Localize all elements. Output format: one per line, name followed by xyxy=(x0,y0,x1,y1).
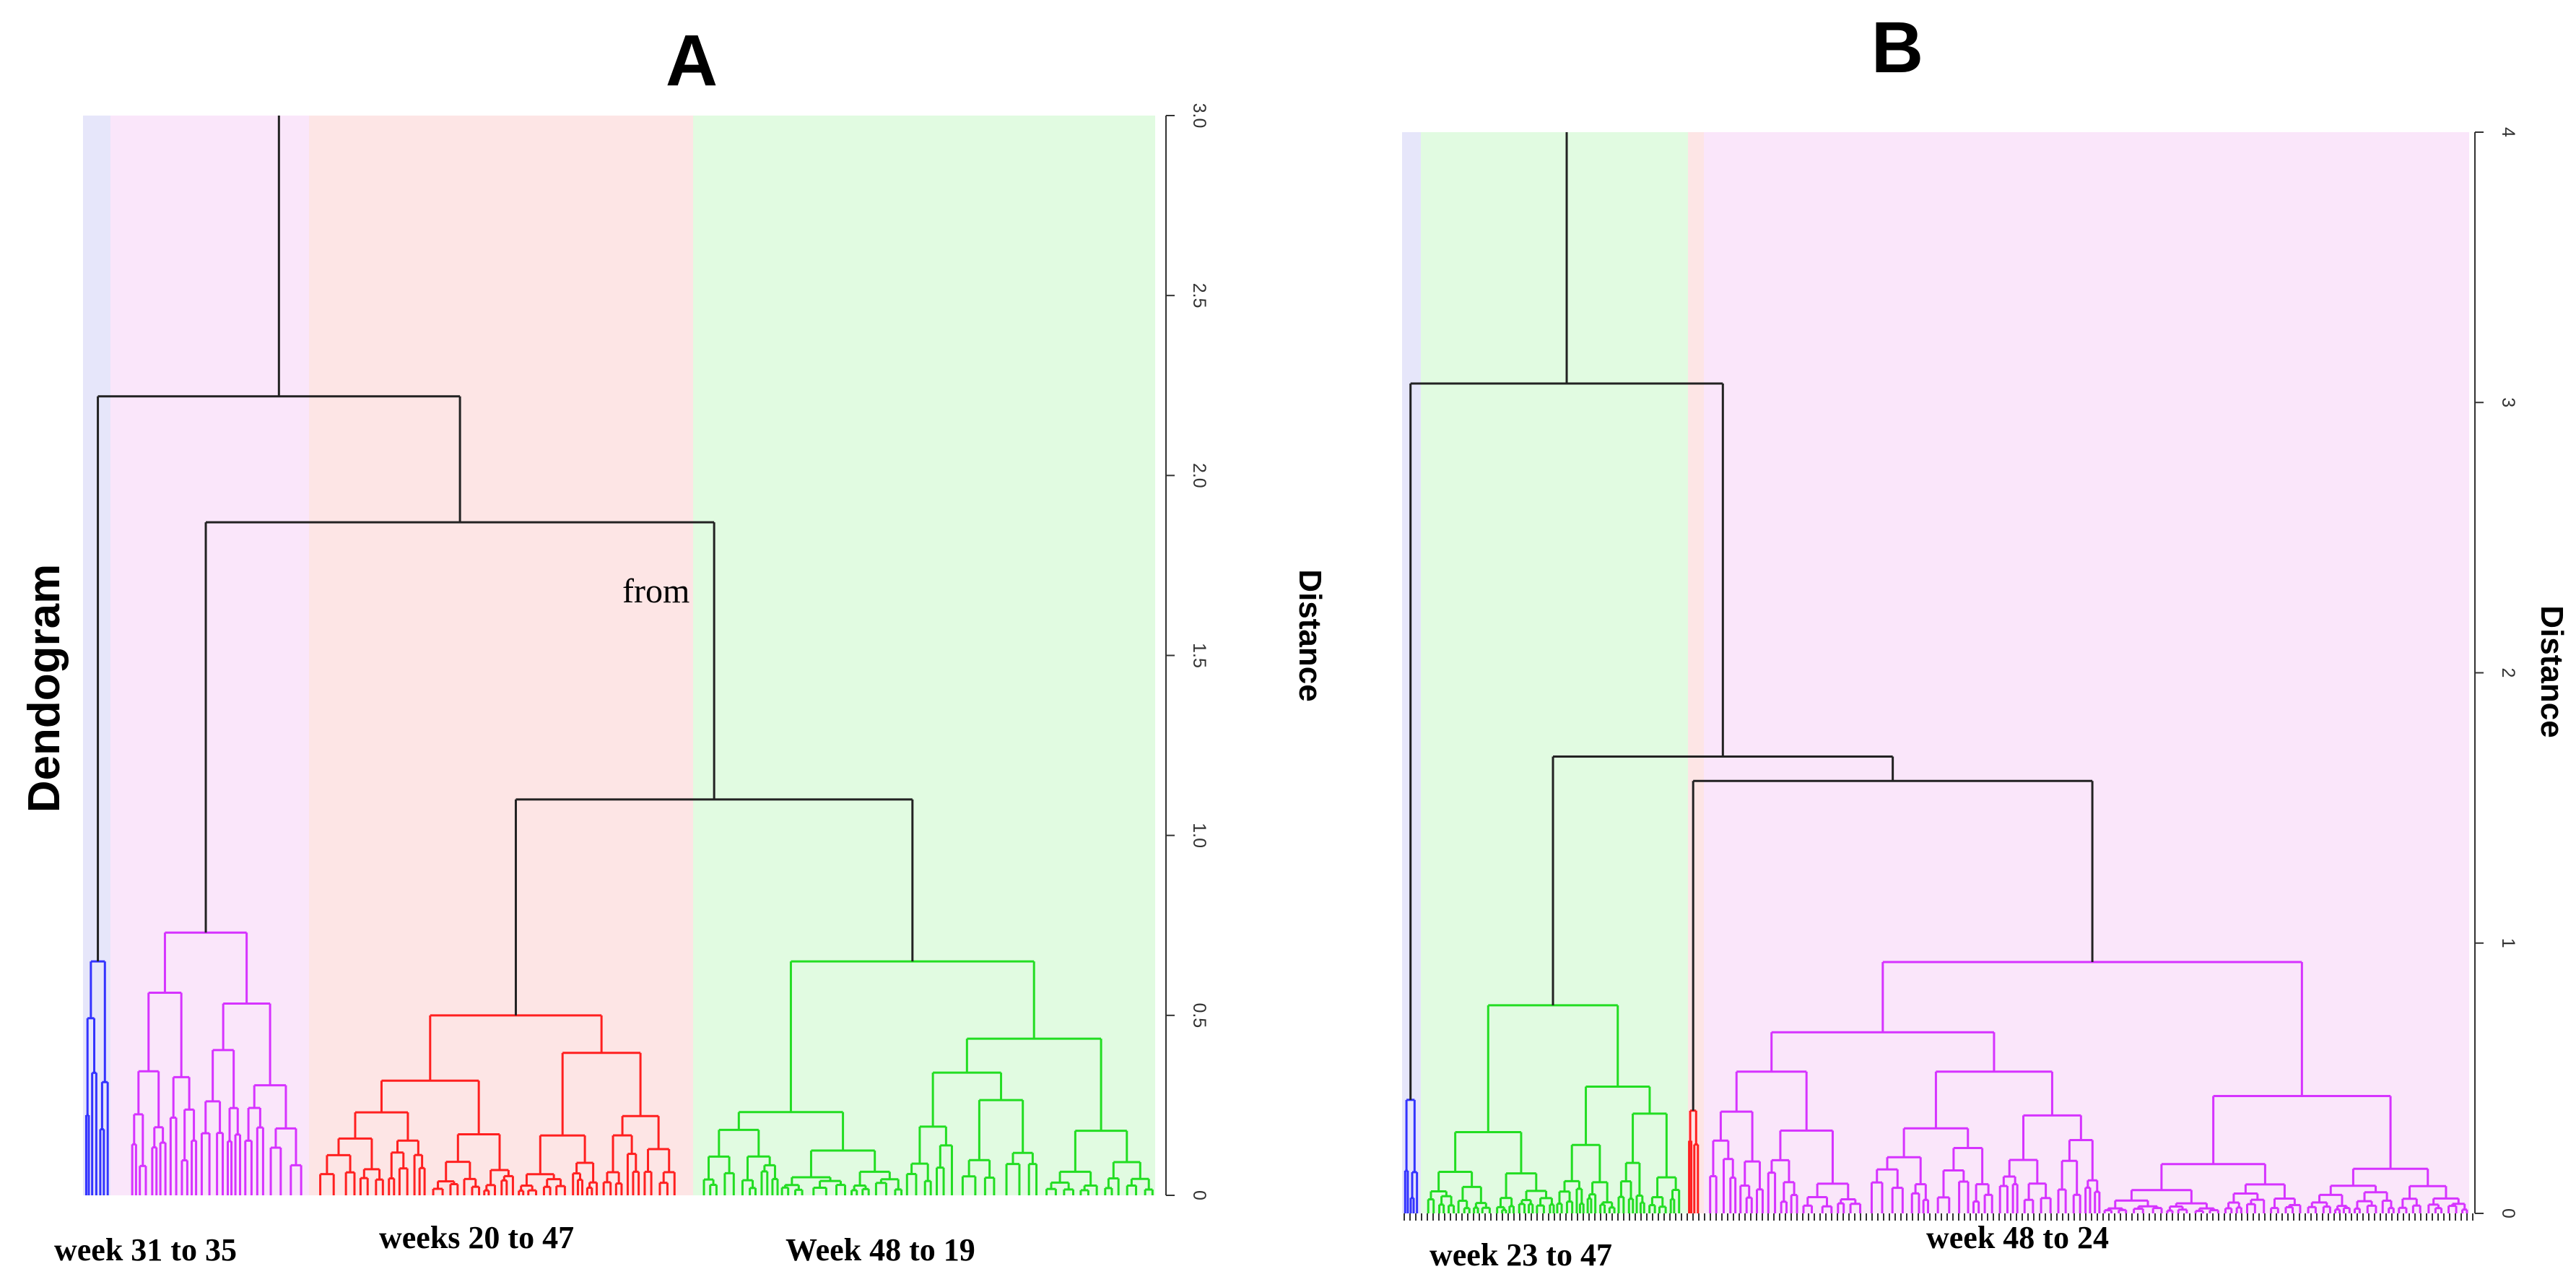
panel-a: A 0 0.5 1.0 1.5 2.0 2.5 3.0 from Distance week… xyxy=(54,20,1328,1268)
cluster-region-green xyxy=(1421,132,1688,1213)
y-tick-label-4: 4 xyxy=(2498,127,2518,137)
panel-a-cluster-regions xyxy=(83,116,1155,1195)
y-tick-label-1: 0.5 xyxy=(1189,1002,1209,1028)
cluster-region-magenta xyxy=(110,116,309,1195)
cluster-region-red xyxy=(309,116,693,1195)
panel-a-dendrogram xyxy=(84,116,1154,1195)
y-tick-label-4: 2.0 xyxy=(1189,463,1209,488)
y-tick-label-5: 2.5 xyxy=(1189,283,1209,308)
panel-a-annotation: from xyxy=(622,572,689,610)
cluster-region-red xyxy=(1688,132,1704,1213)
side-title: Dendogram xyxy=(19,564,69,813)
panel-b-cluster-label-0: week 23 to 47 xyxy=(1430,1237,1612,1273)
cluster-region-magenta xyxy=(1704,132,2469,1213)
panel-b-cluster-regions xyxy=(1402,132,2469,1213)
panel-a-cluster-label-2: Week 48 to 19 xyxy=(786,1232,975,1268)
panel-a-cluster-label-0: week 31 to 35 xyxy=(54,1232,237,1268)
y-tick-label-2: 2 xyxy=(2498,668,2518,678)
y-tick-label-0: 0 xyxy=(1189,1190,1209,1200)
y-tick-label-3: 3 xyxy=(2498,397,2518,407)
panel-b: B 0 1 2 3 4 Distance week 23 to 47 week 48 t… xyxy=(1402,7,2570,1273)
y-tick-label-0: 0 xyxy=(2498,1208,2518,1218)
panel-a-cluster-label-1: weeks 20 to 47 xyxy=(379,1220,574,1255)
panel-a-axis-title: Distance xyxy=(1292,569,1328,701)
panel-b-y-axis: 0 1 2 3 4 xyxy=(2474,127,2518,1218)
panel-a-y-axis: 0 0.5 1.0 1.5 2.0 2.5 3.0 xyxy=(1165,103,1209,1200)
y-tick-label-3: 1.5 xyxy=(1189,643,1209,668)
panel-b-cluster-label-1: week 48 to 24 xyxy=(1926,1220,2109,1255)
panel-b-letter: B xyxy=(1871,7,1923,88)
cluster-region-green xyxy=(693,116,1155,1195)
y-tick-label-6: 3.0 xyxy=(1189,103,1209,129)
y-tick-label-1: 1 xyxy=(2498,938,2518,948)
panel-b-axis-title: Distance xyxy=(2534,605,2570,737)
panel-b-dendrogram xyxy=(1404,132,2473,1221)
panel-a-letter: A xyxy=(666,20,718,101)
y-tick-label-2: 1.0 xyxy=(1189,823,1209,848)
